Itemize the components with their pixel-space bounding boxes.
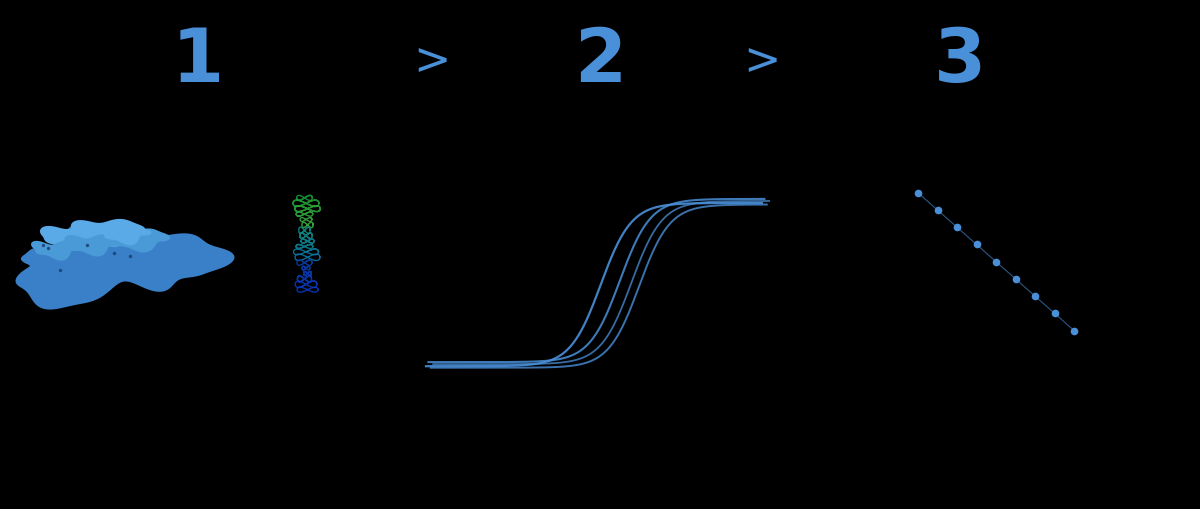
Text: 1: 1 [172, 24, 224, 98]
Text: >: > [743, 40, 781, 82]
Text: 3: 3 [934, 24, 986, 98]
Text: >: > [413, 40, 451, 82]
Text: 2: 2 [574, 24, 626, 98]
